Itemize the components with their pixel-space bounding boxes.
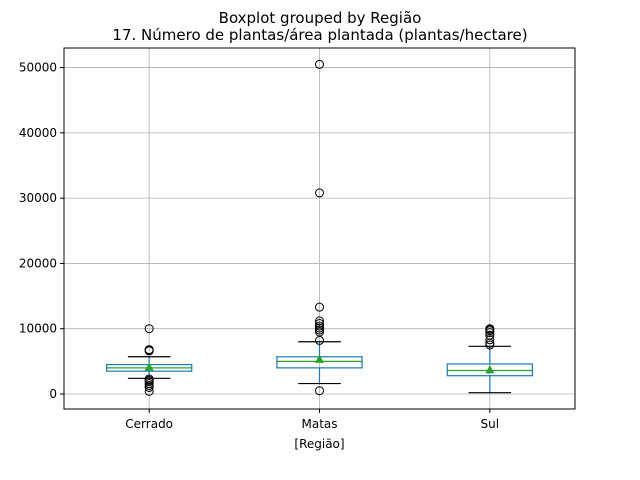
x-tick-label: Cerrado bbox=[125, 417, 173, 431]
x-tick-label: Matas bbox=[301, 417, 337, 431]
x-axis: Cerrado Matas Sul bbox=[125, 409, 499, 431]
mean-marker bbox=[485, 364, 495, 374]
y-tick-label: 50000 bbox=[19, 61, 57, 75]
y-tick-label: 0 bbox=[49, 387, 57, 401]
chart-suptitle: Boxplot grouped by Região bbox=[219, 9, 422, 27]
grid bbox=[64, 48, 575, 409]
outlier-point bbox=[315, 302, 324, 312]
y-tick-label: 10000 bbox=[19, 322, 57, 336]
outlier-point bbox=[144, 324, 154, 334]
y-axis: 0 10000 20000 30000 40000 50000 bbox=[19, 61, 64, 401]
box-group-cerrado bbox=[105, 324, 193, 396]
outlier-point bbox=[315, 335, 324, 345]
outlier-point bbox=[144, 386, 154, 396]
box-group-sul bbox=[446, 324, 534, 394]
iqr-box bbox=[446, 363, 534, 377]
mean-marker bbox=[144, 362, 154, 371]
outlier-point bbox=[144, 346, 154, 356]
outlier-point bbox=[315, 59, 324, 69]
x-axis-label: [Região] bbox=[294, 437, 344, 451]
plot-marks bbox=[105, 59, 534, 396]
outlier-point bbox=[315, 188, 324, 198]
y-tick-label: 30000 bbox=[19, 191, 57, 205]
y-tick-label: 20000 bbox=[19, 256, 57, 270]
outlier-point bbox=[485, 335, 495, 345]
outlier-point bbox=[485, 328, 495, 338]
chart-title: 17. Número de plantas/área plantada (pla… bbox=[112, 26, 527, 44]
box-group-matas bbox=[276, 59, 363, 396]
y-tick-label: 40000 bbox=[19, 126, 57, 140]
x-tick-label: Sul bbox=[481, 417, 500, 431]
outlier-point bbox=[485, 340, 495, 350]
mean-marker bbox=[315, 354, 324, 363]
outlier-point bbox=[315, 386, 324, 396]
outlier-point bbox=[144, 382, 154, 392]
outlier-point bbox=[315, 316, 324, 326]
